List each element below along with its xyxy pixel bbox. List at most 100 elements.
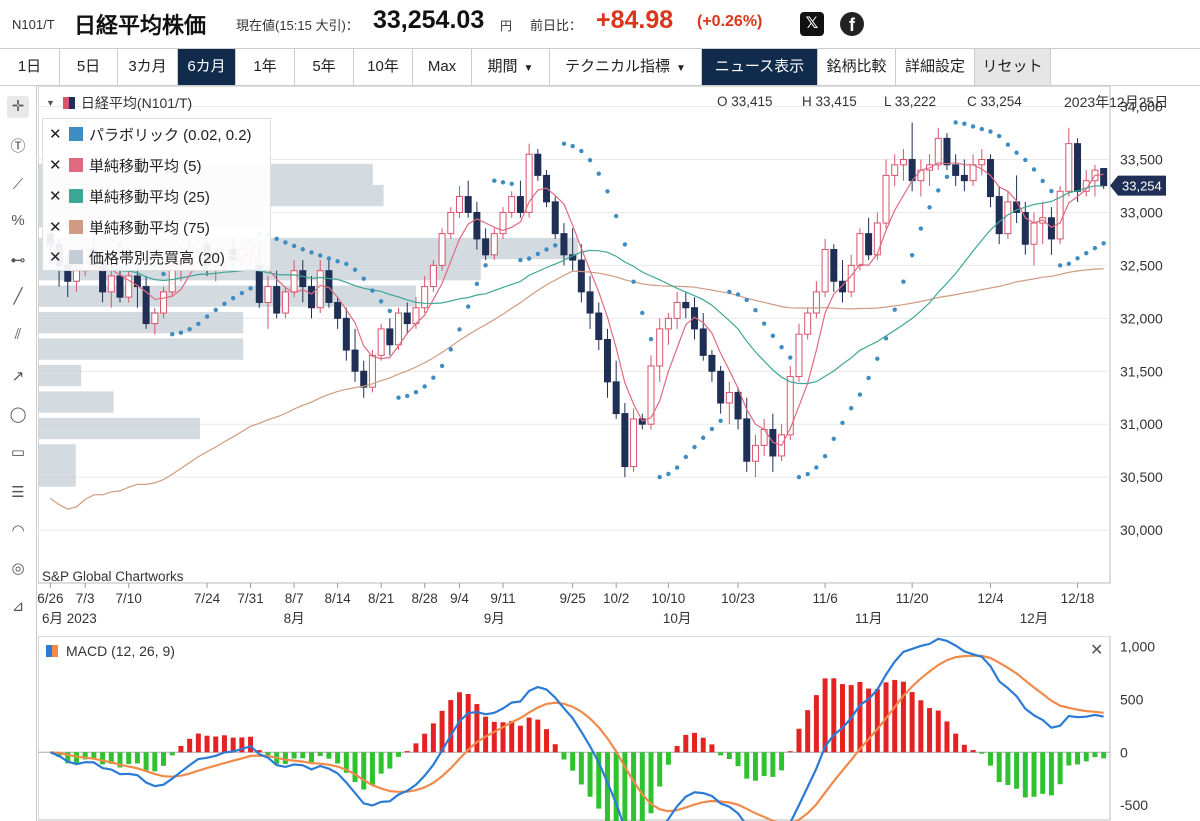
- trendline-icon[interactable]: ╱: [13, 288, 23, 305]
- gann-fan-icon[interactable]: ⊿: [11, 598, 25, 615]
- ohlc-high: H 33,415: [802, 94, 857, 109]
- arc-icon[interactable]: ◠: [11, 522, 25, 539]
- parabolic-sar-dot: [439, 363, 445, 369]
- macd-tick-label: 1,000: [1120, 639, 1155, 655]
- candle-body: [421, 286, 429, 309]
- spiral-icon[interactable]: ◎: [11, 560, 25, 577]
- macd-histogram-bar: [961, 744, 967, 753]
- macd-histogram-bar: [361, 752, 367, 790]
- candle-body: [839, 280, 846, 293]
- macd-histogram-bar: [108, 752, 114, 764]
- indicator-legend: ✕ パラボリック (0.02, 0.2) ✕ 単純移動平均 (5) ✕ 単純移動平均 …: [42, 118, 271, 271]
- period-dropdown[interactable]: 期間 ▼: [472, 49, 550, 85]
- candle-body: [899, 159, 907, 166]
- line-tool-icon[interactable]: ⟋: [12, 176, 24, 193]
- compare-button[interactable]: 銘柄比較: [818, 49, 896, 85]
- macd-histogram-bar: [65, 752, 71, 764]
- parabolic-sar-dot: [1084, 250, 1089, 256]
- x-logo-icon[interactable]: 𝕏: [800, 12, 824, 36]
- parabolic-sar-dot: [735, 292, 741, 297]
- technical-indicator-dropdown[interactable]: テクニカル指標 ▼: [550, 49, 702, 85]
- remove-icon[interactable]: ✕: [49, 219, 62, 236]
- data-credit: S&P Global Chartworks: [42, 569, 184, 584]
- parabolic-sar-dot: [796, 474, 802, 480]
- macd-histogram-bar: [309, 752, 314, 763]
- macd-histogram-bar: [857, 682, 863, 753]
- period-10y-button[interactable]: 10年: [354, 49, 413, 85]
- period-1y-button[interactable]: 1年: [236, 49, 295, 85]
- macd-title: MACD (12, 26, 9): [46, 643, 175, 659]
- macd-histogram-bar: [805, 710, 811, 753]
- ray-icon[interactable]: ↗: [11, 368, 25, 385]
- rectangle-icon[interactable]: ▭: [10, 444, 26, 461]
- detail-settings-button[interactable]: 詳細設定: [896, 49, 975, 85]
- technical-indicator-label: テクニカル指標: [565, 58, 671, 75]
- parabolic-sar-dot: [300, 247, 305, 252]
- macd-histogram-bar: [770, 752, 776, 777]
- percent-line-icon[interactable]: %: [11, 212, 25, 229]
- candle-body: [290, 270, 298, 293]
- parabolic-sar-dot: [674, 465, 680, 470]
- collapse-triangle-icon[interactable]: ▼: [46, 98, 55, 108]
- period-max-button[interactable]: Max: [413, 49, 472, 85]
- period-dropdown-label: 期間: [487, 58, 518, 75]
- macd-histogram-bar: [526, 717, 532, 753]
- close-icon[interactable]: ✕: [1090, 642, 1104, 659]
- candle-body: [525, 153, 533, 213]
- period-6m-button[interactable]: 6カ月: [178, 49, 236, 85]
- candle-body: [656, 328, 664, 367]
- x-tick-label: 12/18: [1061, 591, 1095, 606]
- period-5d-button[interactable]: 5日: [60, 49, 118, 85]
- remove-icon[interactable]: ✕: [49, 126, 62, 143]
- parabolic-sar-dot: [596, 171, 601, 176]
- parabolic-sar-dot: [405, 393, 410, 399]
- remove-icon[interactable]: ✕: [49, 249, 62, 266]
- chart-date: 2023年12月25日: [1064, 94, 1169, 110]
- remove-icon[interactable]: ✕: [49, 188, 62, 205]
- facebook-icon[interactable]: f: [840, 12, 864, 36]
- parabolic-sar-dot: [248, 286, 253, 291]
- candle-body: [804, 312, 812, 335]
- candle-body: [595, 312, 603, 340]
- macd-histogram-bar: [535, 719, 541, 753]
- parabolic-sar-dot: [544, 247, 549, 252]
- horizontal-line-icon[interactable]: ⊷: [10, 252, 26, 269]
- parabolic-sar-dot: [230, 296, 236, 301]
- quote-header: N101/T 日経平均株価 現在値(15:15 大引)： 33,254.03 円…: [0, 0, 1200, 48]
- period-5y-button[interactable]: 5年: [295, 49, 354, 85]
- parabolic-sar-dot: [631, 279, 636, 284]
- candle-body: [952, 164, 960, 176]
- macd-histogram-bar: [169, 752, 175, 756]
- macd-histogram-bar: [448, 700, 454, 753]
- parabolic-sar-dot: [613, 213, 619, 219]
- macd-histogram-bar: [265, 752, 271, 756]
- reset-button[interactable]: リセット: [975, 49, 1051, 85]
- candle-body: [795, 333, 803, 378]
- macd-histogram-bar: [369, 752, 375, 785]
- fibonacci-icon[interactable]: ☰: [11, 484, 25, 501]
- parabolic-sar-dot: [805, 471, 810, 477]
- candle-body: [482, 238, 490, 256]
- parabolic-sar-dot: [1057, 263, 1063, 268]
- channel-icon[interactable]: ⫽: [14, 326, 22, 343]
- candle-body: [273, 286, 281, 314]
- circle-icon[interactable]: ◯: [9, 406, 27, 423]
- parabolic-sar-dot: [1066, 261, 1072, 267]
- remove-icon[interactable]: ✕: [49, 157, 62, 174]
- news-display-button[interactable]: ニュース表示: [702, 49, 818, 85]
- macd-histogram-bar: [483, 716, 489, 753]
- macd-histogram-bar: [570, 752, 576, 771]
- candle-body: [978, 159, 986, 166]
- period-3m-button[interactable]: 3カ月: [118, 49, 178, 85]
- volume-profile-bar: [38, 338, 244, 360]
- y-tick-label: 32,500: [1120, 257, 1163, 273]
- crosshair-icon[interactable]: ✛: [7, 96, 29, 118]
- period-1d-button[interactable]: 1日: [0, 49, 60, 85]
- text-tool-icon[interactable]: Ⓣ: [10, 138, 26, 155]
- macd-line: [49, 637, 1104, 821]
- parabolic-sar-dot: [962, 121, 967, 126]
- x-tick-label: 11/6: [812, 591, 837, 606]
- candle-body: [133, 275, 141, 288]
- macd-chart[interactable]: 1,000 500 0 -500: [38, 636, 1200, 821]
- candle-body: [264, 286, 272, 303]
